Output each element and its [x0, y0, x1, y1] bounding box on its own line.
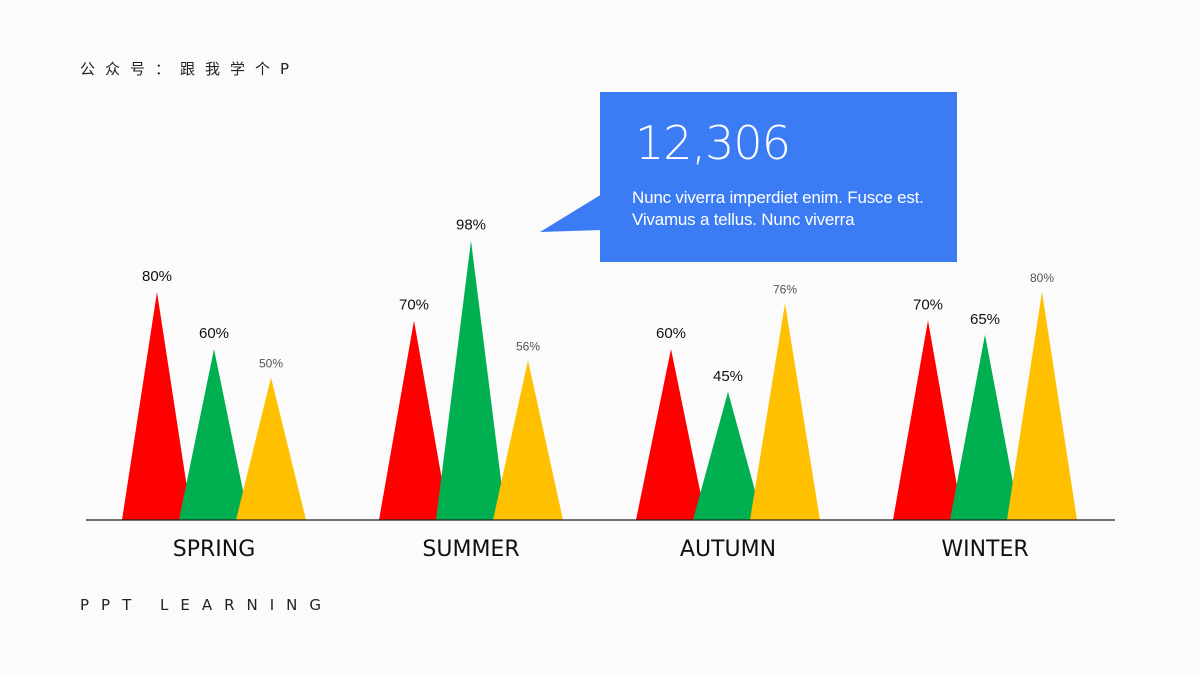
callout-text: Nunc viverra imperdiet enim. Fusce est. … — [632, 188, 924, 229]
bar-winter-series-1 — [893, 320, 963, 520]
bar-summer-series-2 — [436, 240, 506, 520]
bar-spring-series-3 — [236, 377, 306, 520]
callout-pointer — [540, 194, 602, 232]
data-label-winter-series-1: 70% — [913, 297, 943, 314]
data-label-spring-series-3: 50% — [259, 357, 283, 371]
data-label-spring-series-1: 80% — [142, 268, 172, 285]
data-label-summer-series-2: 98% — [456, 217, 486, 234]
category-label-summer: SUMMER — [422, 537, 519, 562]
data-label-autumn-series-2: 45% — [713, 368, 743, 385]
category-label-winter: WINTER — [941, 537, 1028, 562]
bar-autumn-series-2 — [693, 391, 763, 520]
chart-labels: 80% 60% 50% SPRING 70% 98% 56% SUMMER 60% 45% 76% A… — [142, 217, 1054, 562]
chart-marks — [122, 240, 1077, 520]
data-label-autumn-series-3: 76% — [773, 282, 797, 296]
header-label: 公众号：跟我学个P — [80, 60, 300, 78]
data-label-autumn-series-1: 60% — [656, 325, 686, 342]
bar-autumn-series-1 — [636, 349, 706, 520]
data-label-spring-series-2: 60% — [199, 325, 229, 342]
bar-spring-series-1 — [122, 292, 192, 520]
callout-box: 12,306 Nunc viverra imperdiet enim. Fusc… — [600, 92, 957, 262]
footer-label: PPT LEARNING — [80, 596, 334, 614]
bar-summer-series-1 — [379, 320, 449, 520]
data-label-winter-series-3: 80% — [1030, 271, 1054, 285]
bar-winter-series-3 — [1007, 292, 1077, 520]
bar-summer-series-3 — [493, 360, 563, 520]
callout-number: 12,306 — [635, 116, 791, 170]
data-label-winter-series-2: 65% — [970, 311, 1000, 328]
category-label-spring: SPRING — [173, 537, 256, 562]
bar-spring-series-2 — [179, 349, 249, 520]
bar-autumn-series-3 — [750, 303, 820, 520]
data-label-summer-series-1: 70% — [399, 297, 429, 314]
bar-winter-series-2 — [950, 334, 1020, 520]
data-label-summer-series-3: 56% — [516, 339, 540, 353]
category-label-autumn: AUTUMN — [680, 537, 776, 562]
